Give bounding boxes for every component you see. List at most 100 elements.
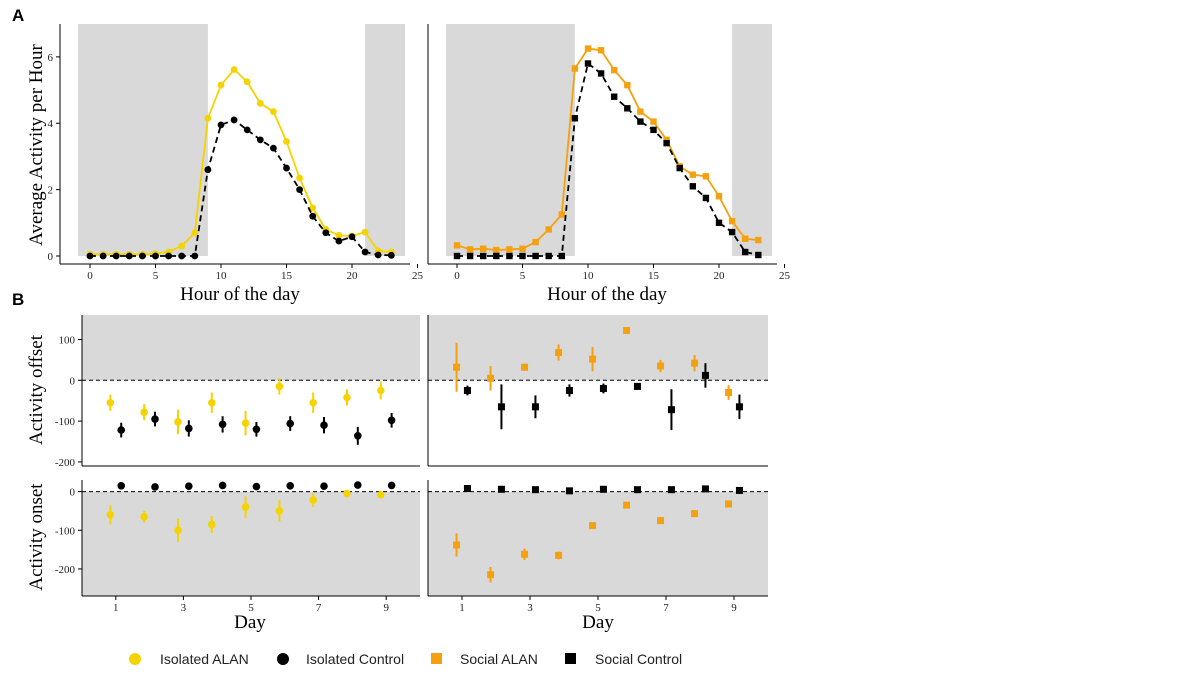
data-point-social-alan	[742, 235, 749, 242]
x-tick-label: 5	[520, 270, 526, 282]
data-point-isolated-control	[283, 164, 290, 172]
data-point-isolated-control	[320, 482, 328, 490]
data-point-isolated-alan	[343, 393, 351, 402]
x-tick-label: 9	[731, 602, 737, 614]
dark-period-shade	[365, 24, 405, 256]
data-point-isolated-control	[374, 251, 382, 259]
legend-marker-social-alan	[431, 653, 442, 664]
b-right-xlabel: Day	[582, 612, 614, 633]
data-point-isolated-alan	[335, 232, 343, 239]
data-point-social-control	[584, 60, 592, 67]
data-point-isolated-control	[151, 415, 159, 423]
data-point-social-alan	[506, 246, 513, 253]
data-point-social-alan	[689, 171, 696, 178]
data-point-social-control	[676, 164, 683, 172]
data-point-social-alan	[663, 136, 670, 144]
data-point-isolated-control	[335, 237, 343, 245]
panel-b-offset-social	[427, 315, 768, 467]
y-tick-label: 6	[48, 52, 54, 64]
data-point-isolated-alan	[283, 138, 290, 145]
data-point-isolated-control	[112, 252, 120, 260]
data-point-social-alan	[584, 45, 592, 52]
data-point-isolated-alan	[174, 418, 182, 426]
data-point-social-alan	[545, 226, 552, 233]
data-point-isolated-alan	[230, 66, 238, 73]
data-point-isolated-control	[354, 481, 362, 489]
x-tick-label: 20	[347, 270, 359, 282]
data-point-isolated-control	[270, 144, 277, 152]
data-point-social-alan	[487, 374, 495, 382]
panel-label-a: A	[12, 6, 24, 25]
data-point-isolated-control	[361, 248, 369, 256]
data-point-social-alan	[691, 359, 699, 367]
data-point-isolated-control	[191, 252, 199, 260]
data-point-social-alan	[725, 500, 733, 508]
data-point-social-alan	[624, 81, 631, 89]
data-point-isolated-alan	[178, 242, 186, 250]
legend-label-isolated-alan: Isolated ALAN	[160, 651, 249, 667]
data-point-isolated-alan	[275, 382, 284, 391]
data-point-social-alan	[519, 245, 526, 252]
data-point-isolated-alan	[174, 526, 182, 535]
data-point-isolated-alan	[207, 520, 216, 529]
data-point-social-control	[599, 384, 607, 392]
data-point-social-control	[633, 486, 641, 494]
data-point-isolated-alan	[270, 108, 277, 116]
data-point-isolated-control	[185, 424, 193, 433]
data-point-social-alan	[453, 363, 461, 371]
data-point-isolated-alan	[376, 490, 385, 499]
data-point-social-control	[531, 403, 539, 411]
data-point-isolated-alan	[140, 512, 148, 521]
panel-b-offset-isolated: 100 0 -100 -200	[55, 315, 420, 469]
x-tick-label: 3	[181, 602, 187, 614]
shade-region	[428, 491, 768, 596]
data-point-social-control	[728, 228, 736, 236]
data-point-isolated-control	[387, 251, 395, 259]
data-point-social-control	[735, 403, 743, 411]
b-left-xlabel: Day	[234, 612, 266, 633]
shade-region	[82, 315, 420, 381]
data-point-social-control	[742, 248, 749, 256]
data-point-social-alan	[715, 193, 723, 200]
x-tick-label: 5	[153, 270, 159, 282]
data-point-isolated-control	[139, 252, 146, 260]
y-tick-label: -100	[55, 525, 76, 537]
data-point-social-control	[715, 219, 723, 227]
data-point-isolated-alan	[204, 114, 212, 122]
data-point-isolated-alan	[241, 503, 250, 511]
data-point-social-control	[506, 252, 513, 260]
x-tick-label: 5	[595, 602, 601, 614]
data-point-social-alan	[623, 327, 631, 335]
panel-a-right: 0 5 10 15 20 25	[427, 24, 791, 282]
dark-period-shade	[732, 24, 772, 256]
data-point-social-control	[466, 252, 474, 260]
dark-period-shade	[78, 24, 208, 256]
data-point-social-control	[624, 105, 631, 112]
data-point-social-control	[701, 371, 709, 379]
y-tick-label: 2	[48, 185, 54, 197]
x-tick-label: 5	[248, 602, 254, 614]
y-tick-label: -100	[55, 416, 76, 428]
x-tick-label: 0	[87, 270, 93, 282]
data-point-social-alan	[521, 363, 529, 371]
data-point-isolated-control	[252, 482, 261, 491]
data-point-social-control	[565, 487, 573, 495]
data-point-social-alan	[650, 118, 657, 125]
x-tick-label: 10	[583, 270, 595, 282]
data-point-isolated-control	[178, 252, 186, 260]
data-point-social-control	[599, 485, 607, 493]
data-point-social-alan	[702, 173, 710, 180]
data-point-social-alan	[453, 541, 461, 549]
x-tick-label: 9	[383, 602, 389, 614]
data-point-isolated-control	[387, 481, 396, 490]
a-ylabel: Average Activity per Hour	[26, 43, 47, 245]
data-point-social-control	[531, 486, 539, 494]
x-tick-label: 15	[281, 270, 293, 282]
data-point-social-alan	[728, 217, 736, 225]
data-point-isolated-control	[286, 419, 295, 428]
x-tick-label: 7	[316, 602, 322, 614]
data-point-isolated-control	[309, 212, 317, 220]
data-point-social-alan	[589, 522, 597, 530]
data-point-isolated-control	[286, 482, 295, 490]
x-tick-label: 1	[113, 602, 119, 614]
